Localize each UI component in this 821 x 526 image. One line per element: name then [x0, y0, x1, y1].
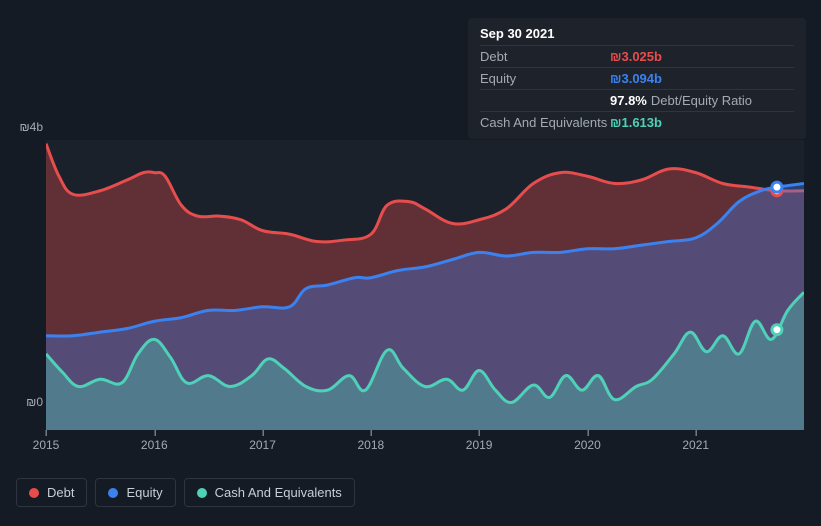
chart-tooltip: Sep 30 2021 Debt₪3.025bEquity₪3.094b97.8…	[468, 18, 806, 139]
x-axis-tick: 2016	[141, 438, 168, 452]
tooltip-row: Equity₪3.094b	[480, 67, 794, 89]
tooltip-rows: Debt₪3.025bEquity₪3.094b97.8%Debt/Equity…	[480, 45, 794, 133]
legend-label: Debt	[47, 485, 74, 500]
legend-dot	[197, 488, 207, 498]
x-axis-tick: 2017	[249, 438, 276, 452]
tooltip-row-value: 97.8%Debt/Equity Ratio	[610, 93, 752, 108]
tooltip-row-label: Cash And Equivalents	[480, 115, 610, 130]
legend-label: Cash And Equivalents	[215, 485, 342, 500]
chart-wrapper: ₪4b ₪0 2015 2016 2017 2018 2019 2020 2021	[16, 120, 805, 476]
legend-label: Equity	[126, 485, 162, 500]
tooltip-row-label	[480, 93, 610, 108]
x-axis-tick: 2020	[574, 438, 601, 452]
highlight-marker	[772, 325, 782, 335]
x-axis-ticks: 2015201620172018201920202021	[46, 438, 804, 458]
x-axis-tick: 2021	[682, 438, 709, 452]
tooltip-date: Sep 30 2021	[480, 26, 794, 45]
tooltip-row-value: ₪3.094b	[610, 71, 662, 86]
y-axis-tick-max: ₪4b	[19, 120, 43, 134]
chart-svg	[46, 140, 804, 430]
chart-plot-area[interactable]	[46, 140, 804, 430]
tooltip-row: Cash And Equivalents₪1.613b	[480, 111, 794, 133]
tooltip-row-label: Equity	[480, 71, 610, 86]
tooltip-row-label: Debt	[480, 49, 610, 64]
tooltip-row: 97.8%Debt/Equity Ratio	[480, 89, 794, 111]
legend-dot	[29, 488, 39, 498]
highlight-marker	[772, 182, 782, 192]
legend: Debt Equity Cash And Equivalents	[16, 478, 355, 507]
legend-item-cash-and-equivalents[interactable]: Cash And Equivalents	[184, 478, 355, 507]
legend-item-equity[interactable]: Equity	[95, 478, 175, 507]
x-axis-tick: 2019	[466, 438, 493, 452]
legend-dot	[108, 488, 118, 498]
y-axis-tick-min: ₪0	[26, 395, 43, 409]
legend-item-debt[interactable]: Debt	[16, 478, 87, 507]
tooltip-row-value: ₪1.613b	[610, 115, 662, 130]
tooltip-row: Debt₪3.025b	[480, 45, 794, 67]
tooltip-row-value: ₪3.025b	[610, 49, 662, 64]
x-axis-tick: 2018	[357, 438, 384, 452]
x-axis-tick: 2015	[33, 438, 60, 452]
